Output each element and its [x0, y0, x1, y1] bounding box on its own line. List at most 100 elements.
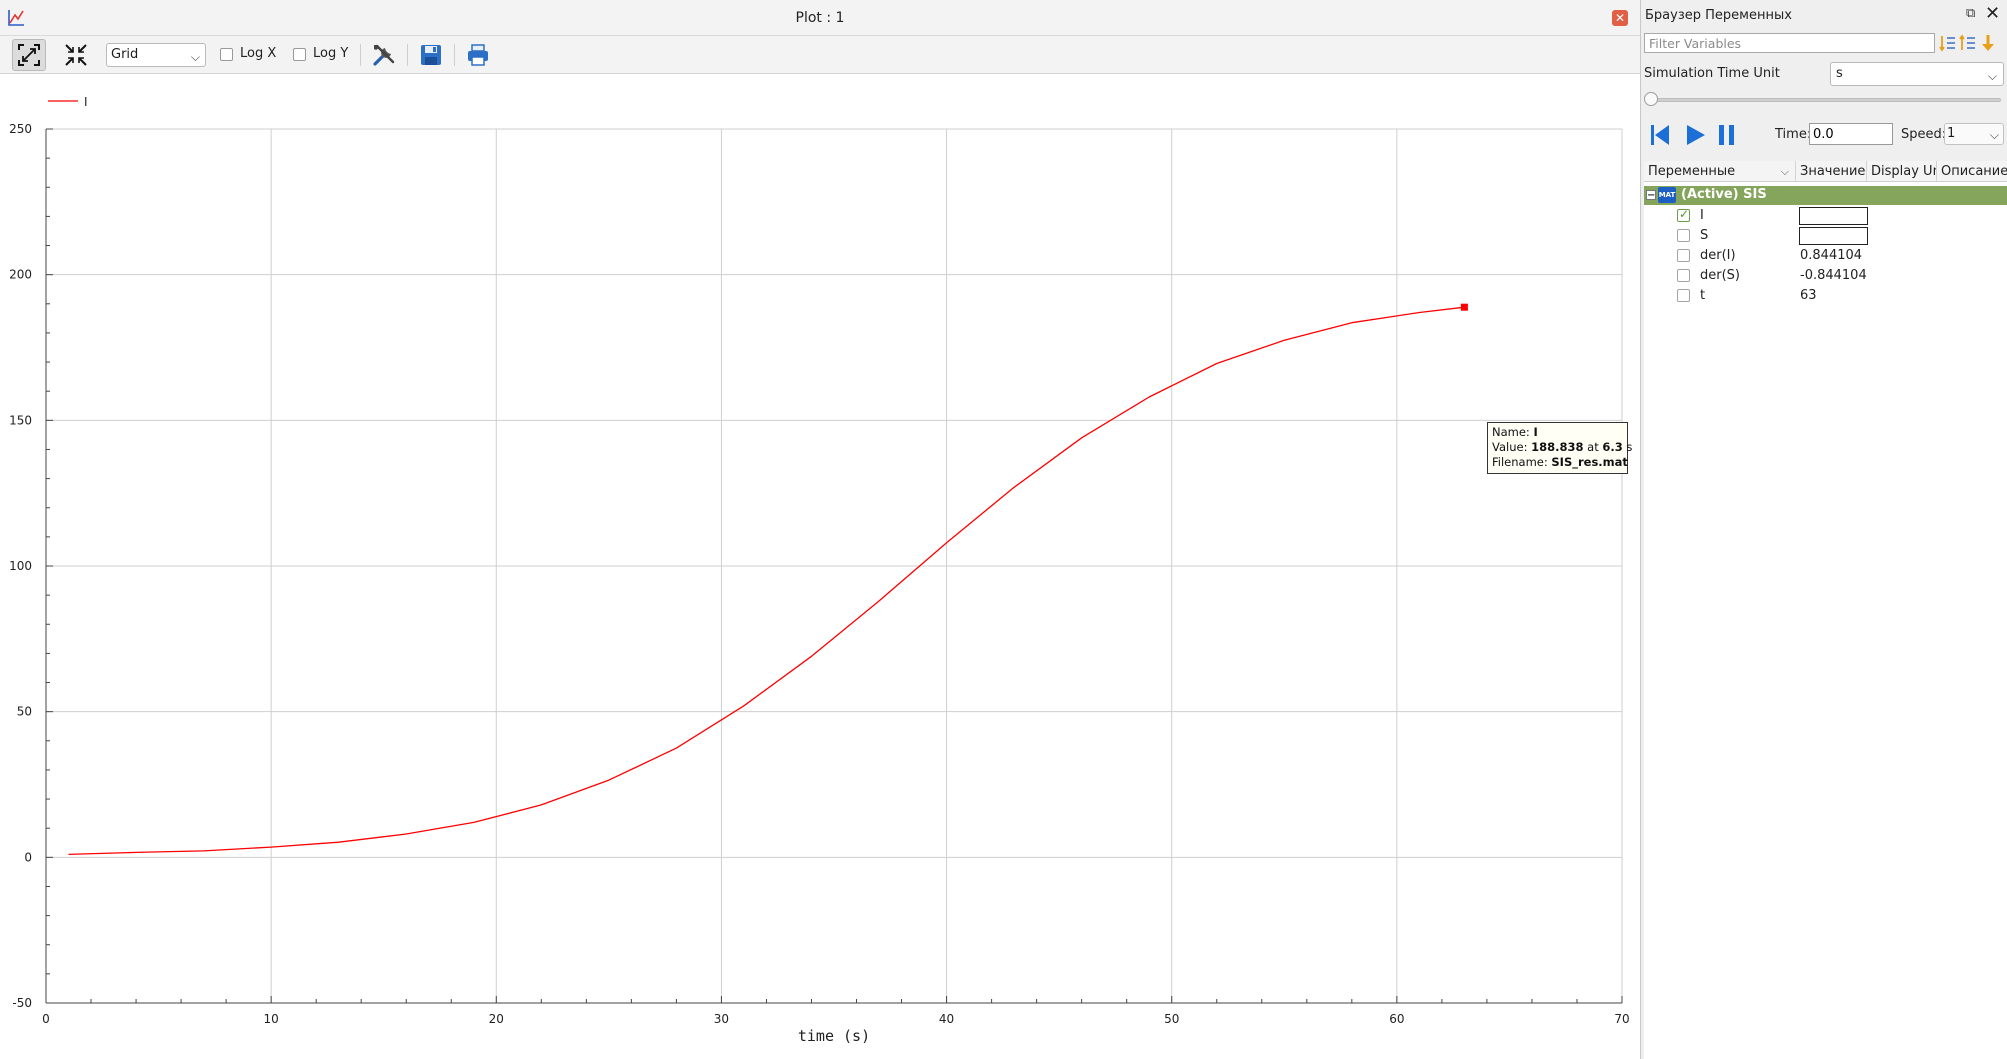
setup-button[interactable]: [367, 39, 401, 71]
highlighted-data-point: [1460, 303, 1468, 311]
variable-value: 63: [1800, 288, 1817, 303]
time-label: Time:: [1775, 127, 1812, 142]
plot-toolbar: Grid ⌵ Log X Log Y: [0, 36, 1640, 74]
variable-checkbox[interactable]: [1677, 229, 1690, 242]
log-y-checkbox[interactable]: [293, 48, 306, 61]
toolbar-separator: [360, 44, 361, 66]
variable-value-input[interactable]: [1799, 207, 1868, 225]
chevron-down-icon: ⌵: [1987, 69, 1997, 83]
tooltip-filename: SIS_res.mat: [1551, 455, 1628, 469]
column-header-value[interactable]: Значение: [1796, 161, 1867, 182]
variable-row[interactable]: S: [1644, 226, 2007, 246]
rewind-button[interactable]: [1646, 120, 1674, 150]
column-header-display-unit[interactable]: Display Un: [1867, 161, 1937, 182]
tree-root-row[interactable]: − MAT (Active) SIS: [1644, 186, 2007, 205]
log-x-checkbox[interactable]: [220, 48, 233, 61]
tooltip-at-time: 6.3: [1602, 440, 1623, 454]
variable-value-input[interactable]: [1799, 227, 1868, 245]
close-panel-icon[interactable]: ✕: [1985, 3, 2001, 24]
variable-row[interactable]: der(S) -0.844104: [1644, 266, 2007, 286]
data-point: [1419, 312, 1420, 313]
time-slider-track[interactable]: [1649, 98, 2001, 102]
legend-label: I: [84, 95, 88, 109]
variable-checkbox[interactable]: [1677, 207, 1690, 222]
tooltip-filename-line: Filename: SIS_res.mat: [1492, 455, 1628, 470]
legend[interactable]: I: [48, 95, 88, 109]
y-tick-label: 50: [17, 705, 32, 719]
grid-mode-value: Grid: [111, 47, 139, 62]
plot-area[interactable]: 0 10 20 30 40 50 60 70 -50 0 50 100 150 200 250 I time…: [0, 74, 1640, 1059]
log-y-label: Log Y: [313, 46, 349, 61]
collapse-all-icon[interactable]: [1959, 33, 1977, 53]
save-button[interactable]: [414, 39, 448, 71]
variable-value: 0.844104: [1800, 248, 1863, 263]
tooltip-at-label: at: [1587, 440, 1599, 454]
column-header-variables-label: Переменные: [1648, 164, 1736, 179]
time-input[interactable]: [1809, 123, 1893, 145]
data-point: [271, 847, 272, 848]
expand-all-icon[interactable]: [1939, 33, 1957, 53]
float-panel-icon[interactable]: ⧉: [1966, 6, 1976, 21]
variable-checkbox[interactable]: [1677, 249, 1690, 262]
grid-lines: [46, 128, 1623, 1003]
zoom-icon: [18, 44, 40, 66]
x-tick-label: 50: [1164, 1012, 1179, 1026]
x-axis-label: time (s): [798, 1027, 870, 1045]
filter-variables-input[interactable]: [1644, 33, 1935, 53]
zoom-mode-button[interactable]: [12, 39, 46, 71]
variable-name: t: [1700, 288, 1706, 303]
speed-select[interactable]: 1 ⌵: [1944, 123, 2004, 145]
simulation-time-unit-label: Simulation Time Unit: [1644, 66, 1780, 81]
variable-name: der(S): [1700, 268, 1740, 283]
arrow-down-icon[interactable]: [1979, 33, 1997, 53]
print-button[interactable]: [461, 39, 495, 71]
y-tick-label: 200: [9, 268, 32, 282]
variable-row[interactable]: der(I) 0.844104: [1644, 246, 2007, 266]
column-header-description[interactable]: Описание: [1941, 164, 2007, 179]
plot-app-icon: [8, 10, 24, 26]
close-plot-button[interactable]: ✕: [1612, 10, 1628, 26]
play-button[interactable]: [1681, 120, 1709, 150]
variable-row[interactable]: t 63: [1644, 286, 2007, 306]
tooltip-name-label: Name:: [1492, 425, 1530, 439]
collapse-toggle-icon[interactable]: −: [1646, 190, 1656, 201]
fit-in-view-icon: [65, 44, 87, 66]
tooltip-unit: s: [1626, 440, 1633, 454]
point-tooltip: Name: I Value: 188.838 at 6.3 s Filename…: [1487, 422, 1632, 474]
toolbar-separator: [407, 44, 408, 66]
data-point: [1351, 322, 1352, 323]
x-tick-label: 30: [714, 1012, 729, 1026]
data-point: [541, 804, 542, 805]
data-point: [676, 747, 677, 748]
tree-header: Переменные ⌵ Значение Display Un Описани…: [1644, 161, 2007, 182]
time-slider-handle[interactable]: [1644, 92, 1658, 106]
data-point: [1014, 487, 1015, 488]
log-x-label: Log X: [240, 46, 277, 61]
fit-in-view-button[interactable]: [59, 39, 93, 71]
simulation-time-unit-select[interactable]: s ⌵: [1830, 62, 2004, 86]
tooltip-name: I: [1533, 425, 1538, 439]
tooltip-value: 188.838: [1531, 440, 1584, 454]
variable-row[interactable]: I: [1644, 206, 2007, 226]
variable-name: I: [1700, 208, 1704, 223]
tooltip-value-line: Value: 188.838 at 6.3 s: [1492, 440, 1632, 455]
variable-checkbox[interactable]: [1677, 289, 1690, 302]
data-point: [406, 833, 407, 834]
column-header-variables[interactable]: Переменные ⌵: [1644, 161, 1796, 182]
variable-checkbox[interactable]: [1677, 269, 1690, 282]
data-point: [811, 656, 812, 657]
data-point: [338, 842, 339, 843]
tick-labels: 0 10 20 30 40 50 60 70 -50 0 50 100 150 200 250: [9, 122, 1630, 1026]
grid-mode-select[interactable]: Grid ⌵: [106, 43, 206, 67]
plot-canvas[interactable]: 0 10 20 30 40 50 60 70 -50 0 50 100 150 200 250 I time…: [0, 74, 1640, 1059]
tooltip-filename-label: Filename:: [1492, 455, 1548, 469]
x-tick-label: 20: [489, 1012, 504, 1026]
pause-button[interactable]: [1713, 120, 1741, 150]
print-icon: [468, 44, 488, 66]
plot-titlebar: Plot : 1 ✕: [0, 0, 1640, 36]
toolbar-separator: [454, 44, 455, 66]
data-point: [68, 854, 69, 855]
x-tick-label: 60: [1389, 1012, 1404, 1026]
series-line-I: [68, 306, 1465, 856]
speed-label: Speed:: [1901, 127, 1947, 142]
